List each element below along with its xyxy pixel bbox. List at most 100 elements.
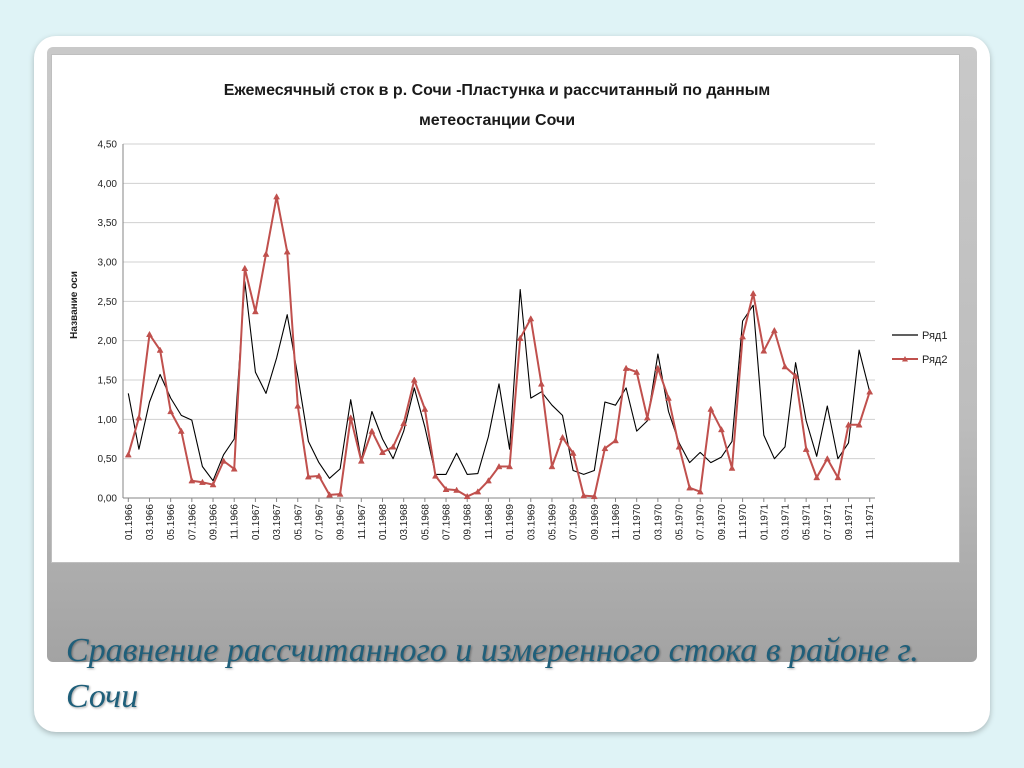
data-point-marker — [124, 451, 132, 458]
data-point-marker — [432, 472, 439, 479]
data-point-marker — [146, 330, 153, 338]
x-tick-label: 09.1970 — [717, 504, 728, 541]
series-layer — [124, 193, 874, 500]
data-point-marker — [643, 414, 651, 421]
data-point-marker — [802, 445, 810, 452]
data-point-marker — [453, 486, 461, 493]
x-tick-label: 01.1968 — [378, 504, 389, 541]
data-point-marker — [834, 474, 842, 481]
data-point-marker — [241, 264, 249, 271]
data-point-marker — [707, 405, 715, 412]
data-point-marker — [135, 414, 143, 421]
data-point-marker — [368, 427, 376, 434]
data-point-marker — [336, 490, 344, 497]
x-tick-label: 11.1967 — [357, 504, 368, 540]
data-point-marker — [421, 405, 429, 412]
data-point-marker — [749, 289, 757, 297]
data-point-marker — [484, 477, 492, 484]
x-tick-label: 07.1970 — [696, 504, 707, 541]
data-point-marker — [273, 193, 281, 200]
data-point-marker — [347, 414, 355, 421]
x-tick-label: 03.1968 — [399, 504, 410, 541]
x-tick-label: 05.1970 — [675, 504, 686, 541]
data-point-marker — [866, 388, 874, 395]
data-point-marker — [569, 449, 577, 456]
data-point-marker — [463, 492, 471, 500]
x-tick-label: 03.1967 — [272, 504, 283, 541]
series-line-2 — [127, 195, 871, 498]
data-point-marker — [717, 426, 725, 433]
legend-marker — [902, 356, 908, 362]
data-point-marker — [792, 372, 799, 379]
x-tick-label: 09.1968 — [463, 504, 474, 541]
x-tick-label: 07.1968 — [442, 504, 453, 541]
data-point-marker — [495, 463, 503, 470]
data-point-marker — [527, 315, 535, 322]
data-point-marker — [601, 444, 609, 452]
x-tick-label: 11.1966 — [230, 504, 241, 540]
data-point-marker — [442, 485, 450, 492]
x-tick-label: 03.1969 — [526, 504, 537, 541]
data-point-marker — [167, 407, 175, 415]
data-point-marker — [823, 455, 831, 462]
x-tick-label: 07.1969 — [569, 504, 580, 541]
x-tick-label: 09.1971 — [844, 504, 855, 541]
data-point-marker — [845, 421, 852, 428]
data-point-marker — [209, 481, 217, 488]
x-tick-label: 11.1970 — [738, 504, 749, 540]
data-point-marker — [199, 478, 206, 485]
x-tick-label: 01.1966 — [124, 504, 135, 541]
x-tick-label: 03.1966 — [145, 504, 156, 541]
y-tick-label: 3,00 — [98, 258, 118, 269]
x-tick-label: 07.1967 — [314, 504, 325, 541]
data-point-marker — [559, 433, 566, 441]
data-point-marker — [537, 380, 545, 387]
data-point-marker — [177, 427, 185, 434]
data-point-marker — [357, 457, 365, 464]
chart-area: Ежемесячный сток в р. Сочи -Пластунка и … — [51, 54, 960, 563]
y-axis-label: Название оси — [69, 271, 80, 339]
x-tick-label: 11.1968 — [484, 504, 495, 540]
chart-title-line-1: Ежемесячный сток в р. Сочи -Пластунка и … — [224, 82, 771, 99]
data-point-marker — [590, 492, 598, 500]
chart-title-line-2: метеостанции Сочи — [419, 112, 575, 129]
y-tick-label: 4,50 — [98, 140, 118, 151]
data-point-marker — [283, 248, 291, 255]
data-point-marker — [516, 334, 524, 341]
y-axis-tick-labels: 0,00 0,50 1,00 1,50 2,00 2,50 3,00 3,50 4,00 4,50 — [98, 140, 118, 505]
data-point-marker — [474, 488, 482, 495]
x-tick-label: 01.1970 — [632, 504, 643, 541]
x-tick-label: 09.1967 — [336, 504, 347, 541]
x-tick-label: 05.1966 — [166, 504, 177, 541]
y-tick-label: 2,50 — [98, 297, 118, 308]
data-point-marker — [696, 488, 704, 495]
y-tick-label: 4,00 — [98, 179, 118, 190]
legend-label-1: Ряд1 — [922, 330, 947, 342]
data-point-marker — [251, 308, 259, 315]
x-tick-label: 09.1969 — [590, 504, 601, 541]
x-tick-label: 05.1969 — [547, 504, 558, 541]
x-tick-label: 09.1966 — [209, 504, 220, 541]
series-line-1 — [127, 281, 871, 482]
data-point-marker — [400, 419, 408, 426]
data-point-marker — [739, 333, 747, 340]
legend: Ряд1 Ряд2 — [892, 330, 947, 366]
data-point-marker — [675, 443, 683, 450]
x-tick-label: 03.1970 — [653, 504, 664, 541]
y-tick-label: 3,50 — [98, 218, 118, 229]
data-point-marker — [770, 326, 778, 334]
x-tick-label: 01.1967 — [251, 504, 262, 541]
data-point-marker — [188, 477, 196, 484]
x-tick-label: 11.1971 — [865, 504, 876, 540]
data-point-marker — [580, 492, 588, 499]
data-point-marker — [506, 463, 514, 470]
data-point-marker — [156, 346, 164, 353]
y-tick-label: 0,00 — [98, 494, 118, 505]
gridlines — [122, 143, 875, 499]
x-tick-label: 05.1971 — [802, 504, 813, 541]
data-point-marker — [633, 368, 641, 375]
data-point-marker — [612, 437, 619, 444]
data-point-marker — [855, 421, 863, 428]
data-point-marker — [304, 473, 312, 480]
data-point-marker — [220, 457, 228, 464]
